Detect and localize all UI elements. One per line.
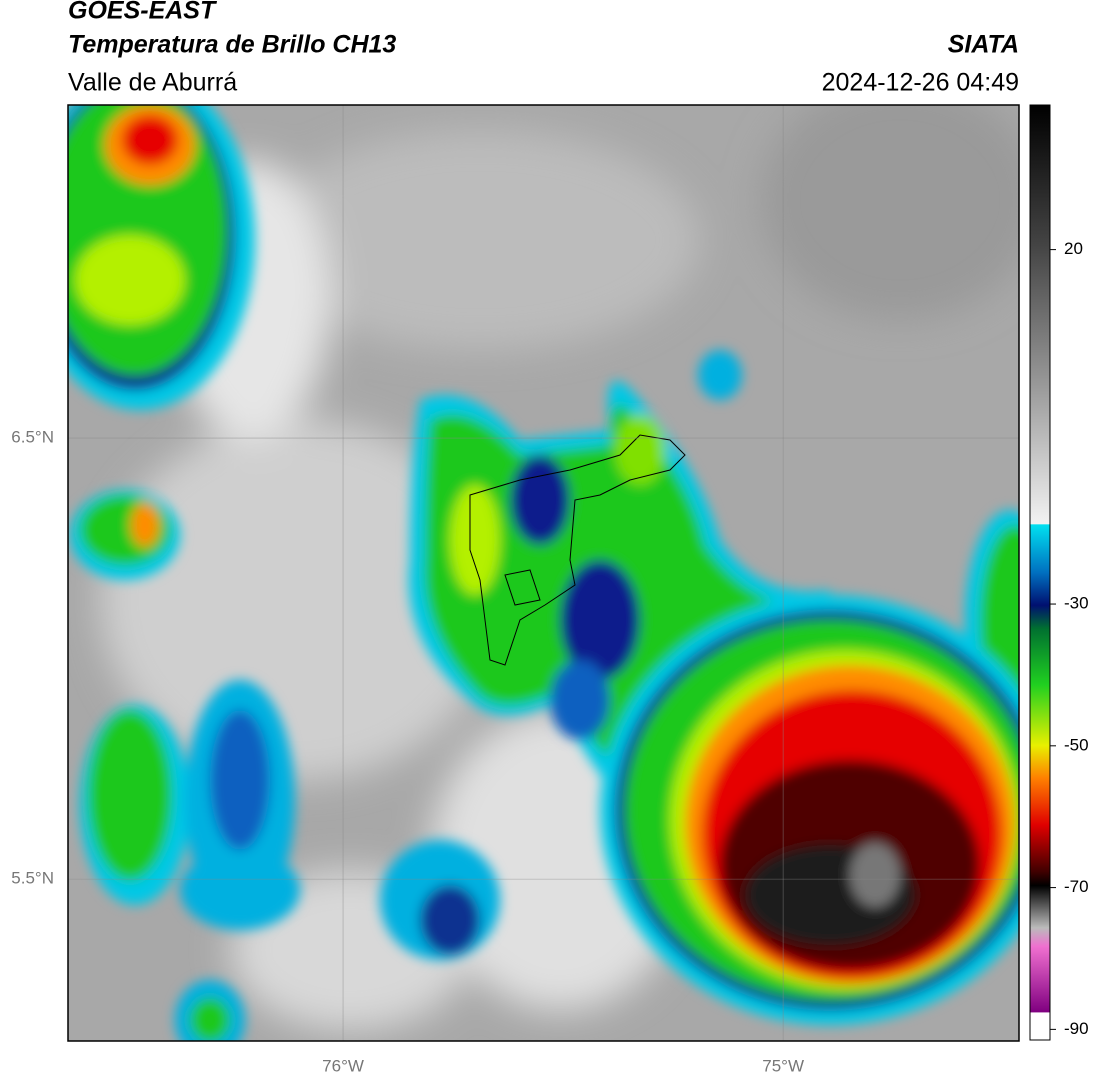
satellite-image xyxy=(68,105,1019,1041)
subtitle: Temperatura de Brillo CH13 xyxy=(68,31,396,59)
lon-tick-label: 76°W xyxy=(322,1056,364,1075)
title: GOES-EAST xyxy=(68,0,218,25)
colorbar-tick-label: -30 xyxy=(1064,594,1089,613)
map-frame xyxy=(67,104,1020,1042)
colorbar-tick-label: 20 xyxy=(1064,239,1083,258)
lon-tick-label: 75°W xyxy=(762,1056,804,1075)
colorbar-tick-label: -50 xyxy=(1064,735,1089,754)
source: SIATA xyxy=(948,31,1019,59)
datetime: 2024-12-26 04:49 xyxy=(822,69,1019,97)
region: Valle de Aburrá xyxy=(68,69,237,97)
lat-tick-label: 6.5°N xyxy=(11,428,54,447)
colorbar xyxy=(1029,104,1051,1041)
colorbar-tick-label: -90 xyxy=(1064,1019,1089,1038)
colorbar-tick-label: -70 xyxy=(1064,877,1089,896)
valley-outline xyxy=(469,434,686,666)
lat-tick-label: 5.5°N xyxy=(11,869,54,888)
